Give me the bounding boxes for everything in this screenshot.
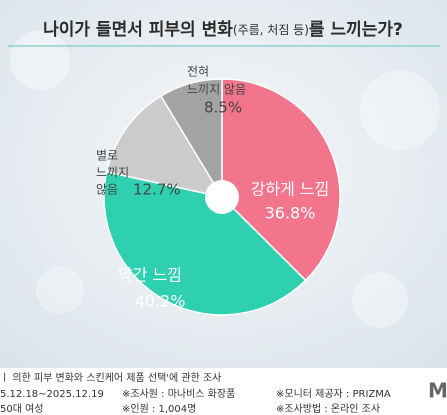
bokeh — [352, 272, 408, 328]
footer-count: ※인원 : 1,004명 — [122, 403, 196, 415]
footer-target: 50대 여성 — [0, 403, 44, 415]
footer-provider: ※모니터 제공자 : PRIZMA — [276, 388, 391, 400]
logo: M — [428, 379, 447, 403]
value-label: 8.5% — [204, 99, 242, 117]
value-label: 40.2% — [135, 292, 186, 311]
footer-survey: ㅣ 의한 피부 변화와 스킨케어 제품 선택'에 관한 조사 — [0, 372, 221, 384]
title-note: (주름, 처짐 등) — [233, 23, 309, 37]
bokeh — [10, 30, 70, 90]
chart-title: 나이가 들면서 피부의 변화(주름, 처짐 등)를 느끼는가? — [43, 20, 403, 40]
slice-label: 않음 — [96, 183, 118, 197]
footer-period: 5.12.18~2025.12.19 — [0, 389, 104, 400]
footer-band — [0, 368, 447, 415]
footer-method: ※조사방법 : 온라인 조사 — [276, 403, 380, 415]
pie-slice — [103, 171, 307, 316]
title-main: 나이가 들면서 피부의 변화 — [43, 20, 233, 40]
pie-slice — [221, 78, 341, 282]
slice-label: 강하게 느낌 — [251, 180, 330, 199]
bokeh — [360, 70, 440, 150]
title-end: 를 느끼는가? — [309, 20, 403, 40]
pie-hole — [205, 180, 239, 214]
slice-label: 전혀 — [187, 65, 209, 79]
value-label: 36.8% — [265, 204, 316, 223]
value-label: 12.7% — [133, 181, 181, 199]
slice-label: 약간 느낌 — [118, 266, 182, 285]
slice-label: 느끼지 — [96, 166, 129, 180]
bokeh — [36, 266, 84, 314]
slice-label: 별로 — [96, 149, 118, 163]
slice-label: 느끼지 않음 — [187, 83, 246, 97]
footer: ㅣ 의한 피부 변화와 스킨케어 제품 선택'에 관한 조사 5.12.18~2… — [0, 372, 447, 415]
pie-slice — [105, 94, 224, 199]
pie-slice — [159, 78, 223, 200]
footer-researcher: ※조사원 : 마나비스 화장품 — [122, 388, 235, 400]
